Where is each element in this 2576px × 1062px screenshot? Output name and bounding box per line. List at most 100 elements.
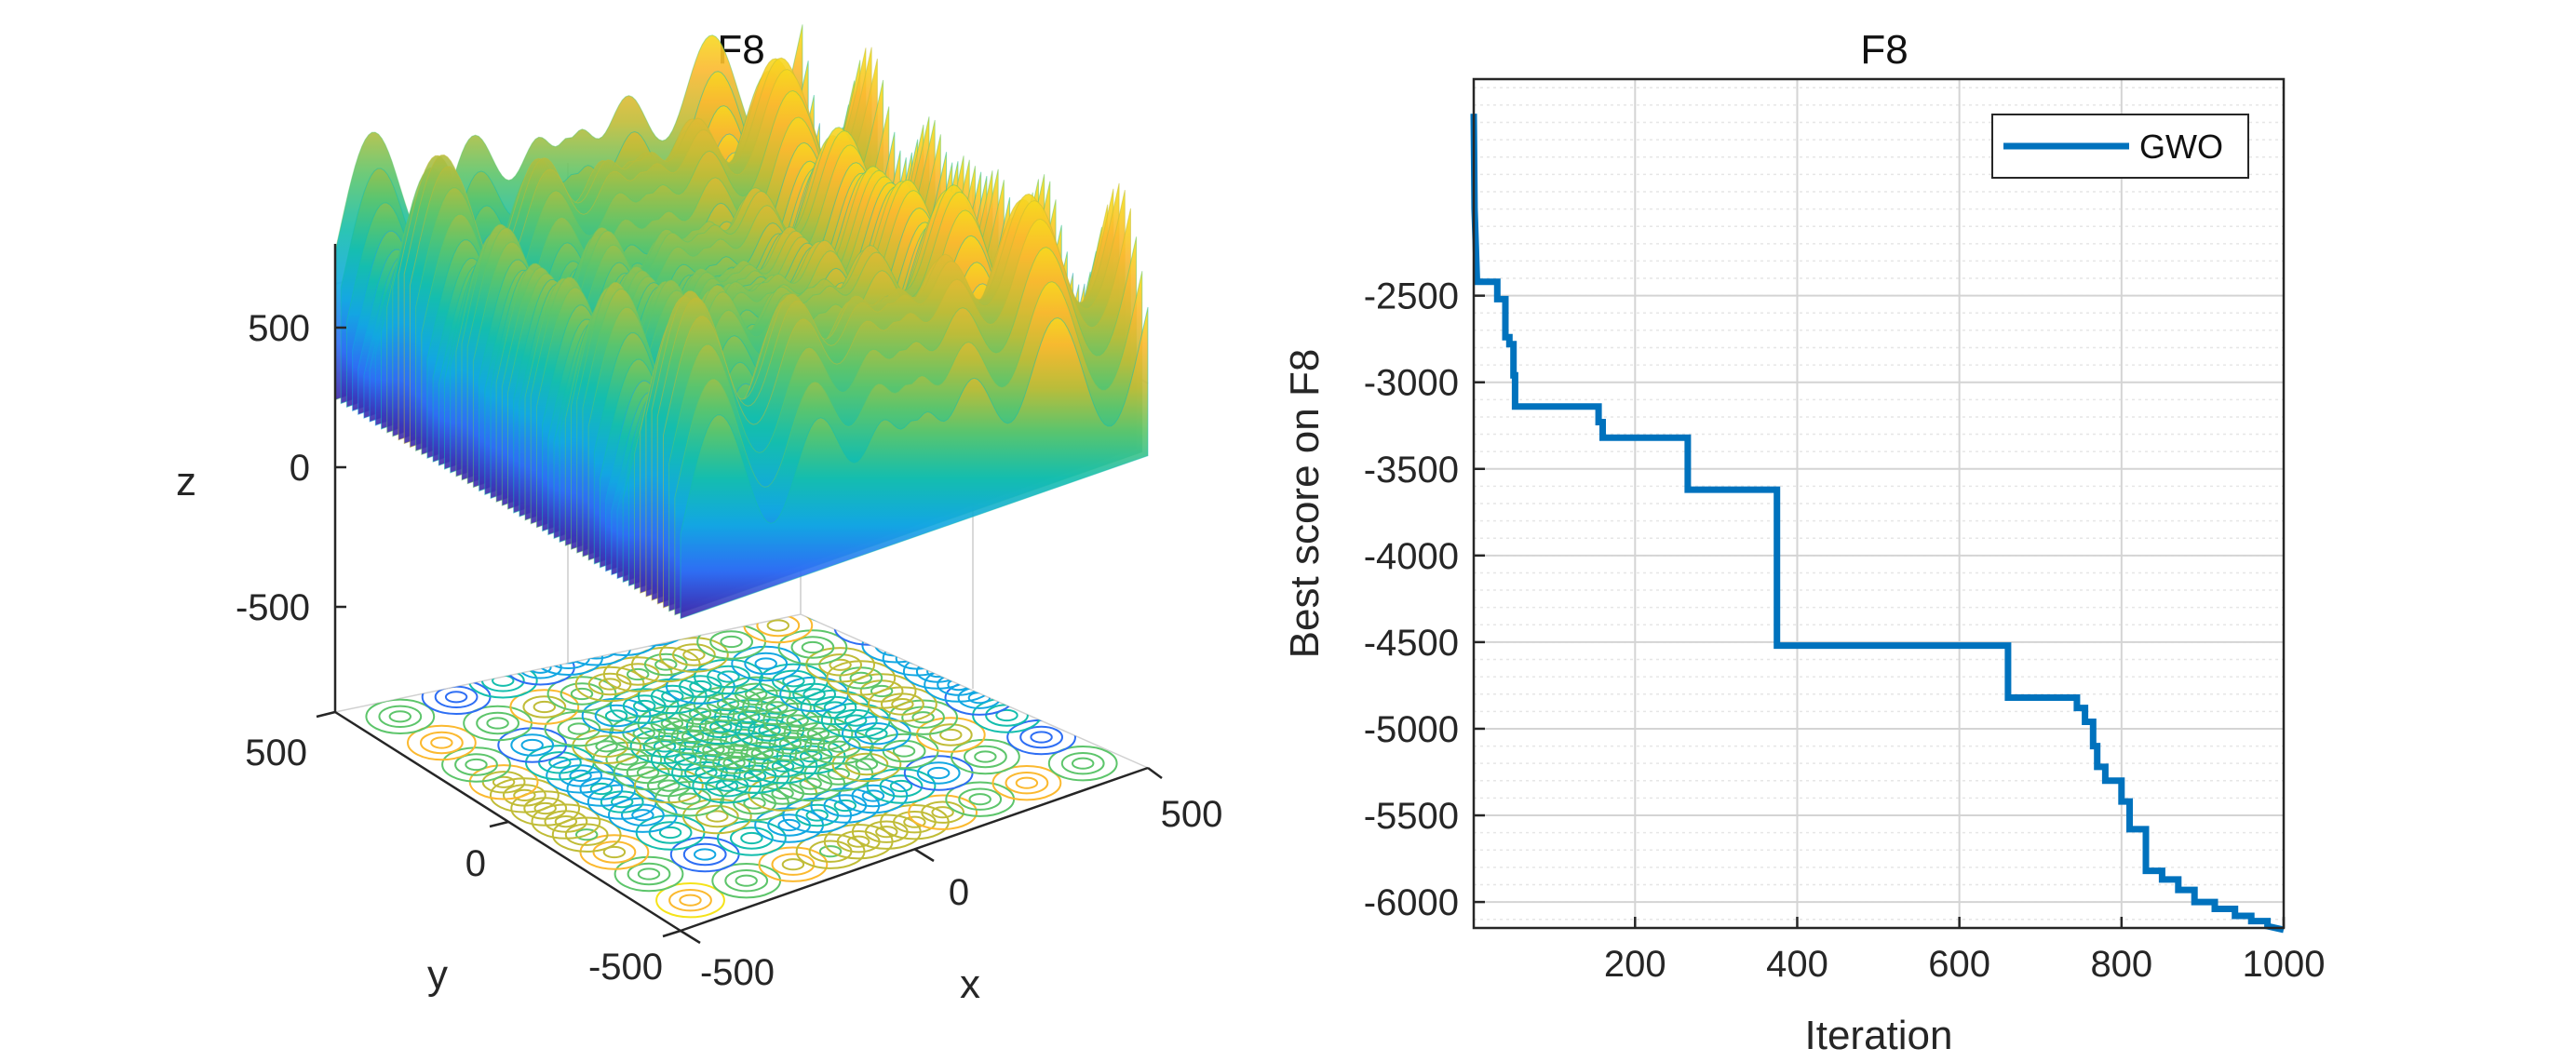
x-axis-label-iteration: Iteration xyxy=(1805,1013,1953,1058)
contour-line xyxy=(632,727,655,740)
contour-line xyxy=(569,769,592,783)
contour-line xyxy=(745,688,768,701)
contour-line xyxy=(681,730,705,744)
contour-line xyxy=(613,754,683,791)
contour-line xyxy=(717,820,787,856)
contour-line xyxy=(750,746,774,760)
contour-line xyxy=(509,689,580,725)
contour-line xyxy=(715,779,738,792)
contour-line xyxy=(802,688,826,701)
contour-line xyxy=(974,750,997,763)
contour-line xyxy=(441,746,511,783)
contour-line xyxy=(801,640,825,654)
contour-line xyxy=(585,641,608,654)
contour-line xyxy=(544,710,614,747)
contour-line xyxy=(660,717,684,730)
contour-line xyxy=(771,760,795,773)
legend-label-gwo: GWO xyxy=(2139,128,2223,166)
contour-line xyxy=(964,745,1007,769)
contour-line xyxy=(615,753,639,766)
contour-line xyxy=(682,842,727,867)
contour-line xyxy=(627,862,671,886)
contour-line xyxy=(824,600,844,611)
contour-line xyxy=(744,652,789,676)
contour-line xyxy=(829,658,852,671)
contour-line xyxy=(694,658,763,695)
legend: GWO xyxy=(1991,114,2249,179)
y-tick-label: -4500 xyxy=(1364,623,1459,664)
contour-line xyxy=(771,786,794,800)
x-tick-label: 400 xyxy=(1766,944,1828,985)
contour-line xyxy=(846,673,917,709)
contour-line xyxy=(995,708,1018,722)
contour-line xyxy=(783,715,854,752)
contour-line xyxy=(777,818,801,832)
contour-line xyxy=(454,753,498,776)
contour-line xyxy=(510,790,581,827)
contour-line xyxy=(790,636,835,659)
contour-line xyxy=(595,740,618,753)
contour-line xyxy=(551,816,622,853)
contour-line xyxy=(589,782,614,796)
contour-line xyxy=(533,801,557,815)
contour-line xyxy=(604,709,628,722)
contour-line xyxy=(574,637,619,660)
contour-line xyxy=(1030,731,1053,744)
contour-line xyxy=(722,757,746,770)
contour-line xyxy=(659,637,729,673)
contour-line xyxy=(855,758,879,771)
contour-line xyxy=(765,701,789,714)
y-tick-label: -2500 xyxy=(1364,276,1459,317)
contour-line xyxy=(762,702,833,739)
contour-line xyxy=(476,711,519,735)
contour-line xyxy=(766,619,789,632)
contour-line xyxy=(799,614,870,625)
contour-line xyxy=(921,800,964,824)
contour-line xyxy=(575,828,599,841)
contour-line xyxy=(598,678,622,691)
contour-line xyxy=(672,643,716,666)
contour-line xyxy=(1047,746,1118,782)
contour-line xyxy=(849,671,872,685)
contour-line xyxy=(641,622,665,635)
contour-line xyxy=(758,723,781,737)
contour-line xyxy=(613,632,636,645)
contour-line xyxy=(730,827,774,850)
y-axis-label-best-score: Best score on F8 xyxy=(1282,349,1328,659)
contour-line xyxy=(1005,772,1049,795)
contour-line xyxy=(743,770,767,783)
contour-line xyxy=(806,727,830,740)
contour-line xyxy=(916,761,961,785)
contour-line xyxy=(465,758,488,772)
contour-line xyxy=(866,768,937,804)
contour-line xyxy=(1019,725,1063,749)
contour-line xyxy=(657,779,681,792)
contour-line xyxy=(592,741,663,778)
contour-line xyxy=(388,710,411,723)
surface-plot-panel: F8 xyxy=(176,24,1222,1007)
y-tick-label: -5000 xyxy=(1364,709,1459,750)
contour-line xyxy=(735,874,758,887)
contour-line xyxy=(1060,752,1105,775)
contour-line xyxy=(828,740,851,753)
contour-line xyxy=(627,667,650,681)
y-tick-label: -3000 xyxy=(1364,363,1459,404)
contour-line xyxy=(911,711,935,724)
x-tick-neg500: -500 xyxy=(700,952,775,993)
contour-line xyxy=(1015,776,1039,789)
contour-line xyxy=(754,657,777,670)
y-tick-label: -3500 xyxy=(1364,450,1459,491)
contour-line xyxy=(674,753,697,766)
contour-line xyxy=(407,724,477,761)
contour-line xyxy=(823,701,847,714)
contour-line xyxy=(602,845,627,859)
contour-line xyxy=(378,705,423,728)
contour-line xyxy=(812,614,856,618)
contour-line xyxy=(1072,757,1095,770)
contour-line xyxy=(490,777,560,813)
contour-line xyxy=(695,766,718,779)
contour-line xyxy=(951,738,1020,775)
x-axis-label: x xyxy=(960,961,980,1007)
convergence-title: F8 xyxy=(1860,27,1908,73)
contour-line xyxy=(633,699,656,713)
